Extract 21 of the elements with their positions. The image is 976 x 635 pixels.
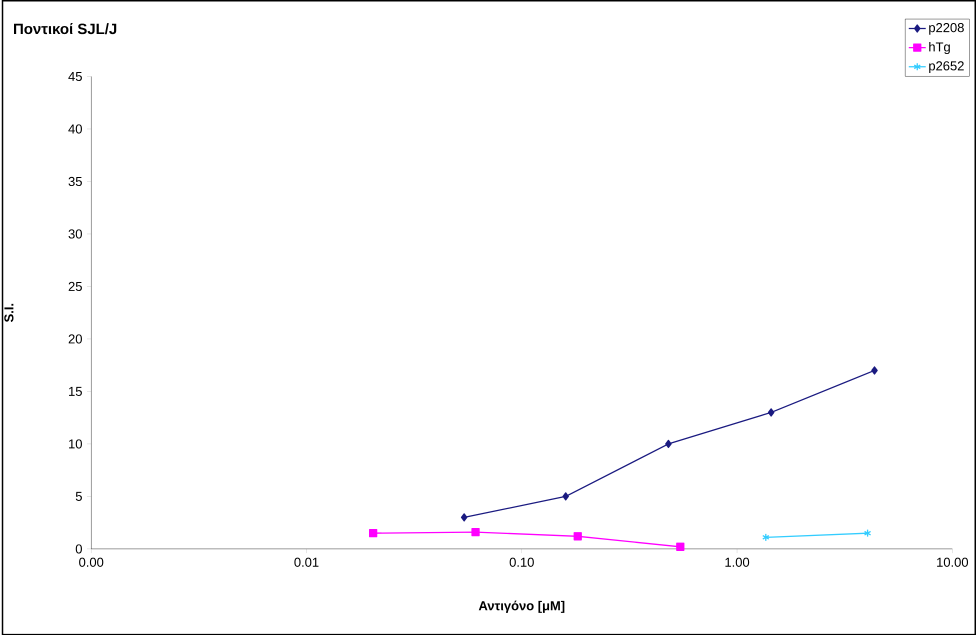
y-tick-label: 20 (68, 334, 82, 344)
chart-title: Ποντικοί SJL/J (14, 22, 116, 34)
y-tick-label: 5 (76, 492, 82, 501)
legend-label: p2652 (929, 61, 964, 73)
x-tick-label: 0.00 (79, 557, 104, 567)
y-tick-label: 15 (69, 386, 82, 396)
y-axis-title: S.I. (4, 304, 14, 322)
y-tick-label: 25 (68, 282, 82, 291)
x-tick-label: 0.01 (294, 557, 318, 567)
y-tick-label: 10 (69, 439, 82, 448)
y-tick-label: 40 (68, 124, 82, 134)
y-tick-label: 45 (68, 72, 82, 81)
x-axis-title: Αντιγόνο [μM] (478, 600, 564, 613)
x-tick-label: 10.00 (937, 557, 968, 567)
x-tick-label: 1.00 (725, 557, 750, 567)
legend-label: p2208 (929, 22, 964, 35)
y-tick-label: 0 (76, 544, 82, 554)
y-tick-label: 35 (68, 176, 82, 186)
legend-label: hTg (929, 42, 950, 54)
y-tick-label: 30 (68, 229, 82, 238)
x-tick-label: 0.10 (510, 557, 534, 567)
